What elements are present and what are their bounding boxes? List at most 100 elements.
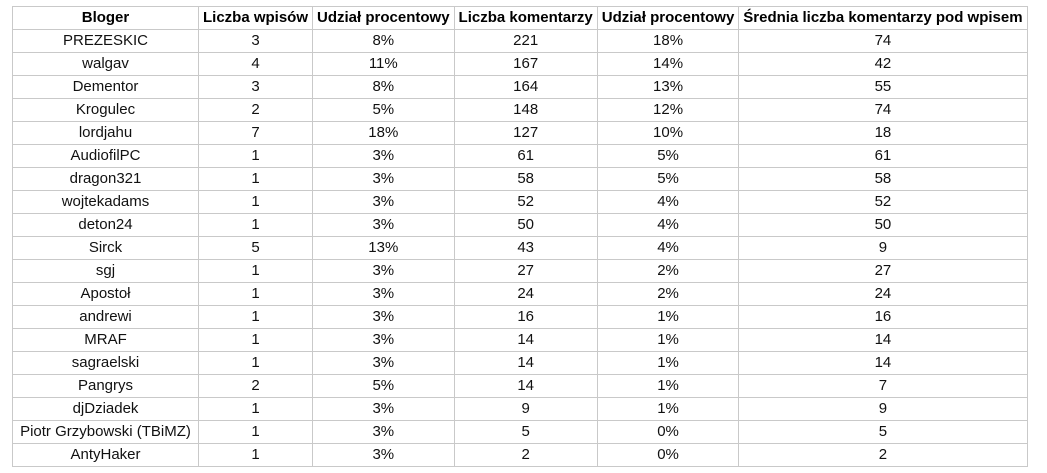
- cell-liczba-komentarzy[interactable]: 164: [453, 75, 598, 99]
- cell-liczba-wpisow[interactable]: 1: [197, 259, 314, 283]
- cell-udzial-komentarzy[interactable]: 18%: [596, 29, 740, 53]
- cell-udzial-komentarzy[interactable]: 4%: [596, 190, 740, 214]
- cell-srednia[interactable]: 2: [738, 443, 1028, 467]
- cell-liczba-wpisow[interactable]: 1: [197, 213, 314, 237]
- cell-bloger[interactable]: walgav: [12, 52, 199, 76]
- cell-srednia[interactable]: 52: [738, 190, 1028, 214]
- cell-udzial-wpisow[interactable]: 3%: [312, 167, 455, 191]
- cell-bloger[interactable]: Piotr Grzybowski (TBiMZ): [12, 420, 199, 444]
- cell-udzial-wpisow[interactable]: 3%: [312, 144, 455, 168]
- cell-liczba-komentarzy[interactable]: 2: [453, 443, 598, 467]
- cell-bloger[interactable]: Sirck: [12, 236, 199, 260]
- cell-udzial-komentarzy[interactable]: 12%: [596, 98, 740, 122]
- cell-liczba-komentarzy[interactable]: 52: [453, 190, 598, 214]
- cell-srednia[interactable]: 24: [738, 282, 1028, 306]
- cell-liczba-komentarzy[interactable]: 14: [453, 351, 598, 375]
- cell-udzial-wpisow[interactable]: 8%: [312, 75, 455, 99]
- cell-liczba-wpisow[interactable]: 1: [197, 144, 314, 168]
- cell-srednia[interactable]: 14: [738, 351, 1028, 375]
- cell-srednia[interactable]: 9: [738, 236, 1028, 260]
- cell-liczba-wpisow[interactable]: 1: [197, 397, 314, 421]
- cell-udzial-komentarzy[interactable]: 1%: [596, 305, 740, 329]
- header-cell-liczba-wpisow[interactable]: Liczba wpisów: [197, 6, 314, 30]
- cell-bloger[interactable]: dragon321: [12, 167, 199, 191]
- cell-liczba-wpisow[interactable]: 1: [197, 190, 314, 214]
- cell-srednia[interactable]: 9: [738, 397, 1028, 421]
- cell-liczba-wpisow[interactable]: 3: [197, 75, 314, 99]
- cell-udzial-wpisow[interactable]: 3%: [312, 305, 455, 329]
- cell-liczba-komentarzy[interactable]: 43: [453, 236, 598, 260]
- cell-srednia[interactable]: 14: [738, 328, 1028, 352]
- cell-udzial-wpisow[interactable]: 3%: [312, 397, 455, 421]
- cell-liczba-komentarzy[interactable]: 16: [453, 305, 598, 329]
- cell-udzial-wpisow[interactable]: 3%: [312, 190, 455, 214]
- cell-udzial-wpisow[interactable]: 8%: [312, 29, 455, 53]
- cell-srednia[interactable]: 61: [738, 144, 1028, 168]
- cell-liczba-komentarzy[interactable]: 14: [453, 374, 598, 398]
- cell-bloger[interactable]: Dementor: [12, 75, 199, 99]
- cell-bloger[interactable]: wojtekadams: [12, 190, 199, 214]
- cell-liczba-komentarzy[interactable]: 9: [453, 397, 598, 421]
- cell-liczba-komentarzy[interactable]: 167: [453, 52, 598, 76]
- cell-udzial-wpisow[interactable]: 3%: [312, 443, 455, 467]
- cell-udzial-komentarzy[interactable]: 1%: [596, 374, 740, 398]
- cell-srednia[interactable]: 74: [738, 98, 1028, 122]
- cell-udzial-komentarzy[interactable]: 14%: [596, 52, 740, 76]
- cell-udzial-wpisow[interactable]: 3%: [312, 420, 455, 444]
- cell-liczba-komentarzy[interactable]: 27: [453, 259, 598, 283]
- cell-srednia[interactable]: 74: [738, 29, 1028, 53]
- cell-liczba-wpisow[interactable]: 2: [197, 98, 314, 122]
- cell-udzial-wpisow[interactable]: 3%: [312, 328, 455, 352]
- cell-bloger[interactable]: andrewi: [12, 305, 199, 329]
- cell-udzial-komentarzy[interactable]: 4%: [596, 236, 740, 260]
- cell-bloger[interactable]: lordjahu: [12, 121, 199, 145]
- cell-udzial-komentarzy[interactable]: 1%: [596, 328, 740, 352]
- cell-udzial-komentarzy[interactable]: 4%: [596, 213, 740, 237]
- cell-liczba-komentarzy[interactable]: 221: [453, 29, 598, 53]
- cell-bloger[interactable]: Apostoł: [12, 282, 199, 306]
- header-cell-udzial-wpisow[interactable]: Udział procentowy: [312, 6, 455, 30]
- cell-liczba-komentarzy[interactable]: 61: [453, 144, 598, 168]
- header-cell-liczba-komentarzy[interactable]: Liczba komentarzy: [453, 6, 598, 30]
- cell-udzial-wpisow[interactable]: 3%: [312, 259, 455, 283]
- cell-liczba-komentarzy[interactable]: 148: [453, 98, 598, 122]
- cell-liczba-wpisow[interactable]: 5: [197, 236, 314, 260]
- cell-udzial-komentarzy[interactable]: 0%: [596, 420, 740, 444]
- cell-udzial-komentarzy[interactable]: 2%: [596, 282, 740, 306]
- cell-srednia[interactable]: 18: [738, 121, 1028, 145]
- cell-bloger[interactable]: djDziadek: [12, 397, 199, 421]
- header-cell-srednia[interactable]: Średnia liczba komentarzy pod wpisem: [738, 6, 1028, 30]
- cell-bloger[interactable]: AudiofilPC: [12, 144, 199, 168]
- cell-srednia[interactable]: 50: [738, 213, 1028, 237]
- cell-udzial-wpisow[interactable]: 3%: [312, 213, 455, 237]
- cell-liczba-wpisow[interactable]: 1: [197, 443, 314, 467]
- header-cell-udzial-komentarzy[interactable]: Udział procentowy: [596, 6, 740, 30]
- cell-liczba-komentarzy[interactable]: 5: [453, 420, 598, 444]
- cell-udzial-wpisow[interactable]: 3%: [312, 282, 455, 306]
- cell-liczba-wpisow[interactable]: 1: [197, 305, 314, 329]
- cell-srednia[interactable]: 16: [738, 305, 1028, 329]
- cell-liczba-wpisow[interactable]: 7: [197, 121, 314, 145]
- cell-udzial-wpisow[interactable]: 5%: [312, 374, 455, 398]
- cell-bloger[interactable]: deton24: [12, 213, 199, 237]
- cell-srednia[interactable]: 5: [738, 420, 1028, 444]
- cell-udzial-wpisow[interactable]: 11%: [312, 52, 455, 76]
- cell-udzial-komentarzy[interactable]: 13%: [596, 75, 740, 99]
- cell-udzial-komentarzy[interactable]: 5%: [596, 167, 740, 191]
- cell-liczba-komentarzy[interactable]: 127: [453, 121, 598, 145]
- cell-udzial-komentarzy[interactable]: 1%: [596, 351, 740, 375]
- cell-udzial-komentarzy[interactable]: 5%: [596, 144, 740, 168]
- cell-bloger[interactable]: MRAF: [12, 328, 199, 352]
- cell-liczba-wpisow[interactable]: 4: [197, 52, 314, 76]
- cell-srednia[interactable]: 58: [738, 167, 1028, 191]
- cell-bloger[interactable]: sgj: [12, 259, 199, 283]
- cell-udzial-komentarzy[interactable]: 0%: [596, 443, 740, 467]
- cell-udzial-wpisow[interactable]: 5%: [312, 98, 455, 122]
- cell-liczba-komentarzy[interactable]: 50: [453, 213, 598, 237]
- cell-srednia[interactable]: 55: [738, 75, 1028, 99]
- cell-srednia[interactable]: 7: [738, 374, 1028, 398]
- header-cell-bloger[interactable]: Bloger: [12, 6, 199, 30]
- cell-liczba-komentarzy[interactable]: 58: [453, 167, 598, 191]
- cell-liczba-wpisow[interactable]: 1: [197, 167, 314, 191]
- cell-udzial-wpisow[interactable]: 18%: [312, 121, 455, 145]
